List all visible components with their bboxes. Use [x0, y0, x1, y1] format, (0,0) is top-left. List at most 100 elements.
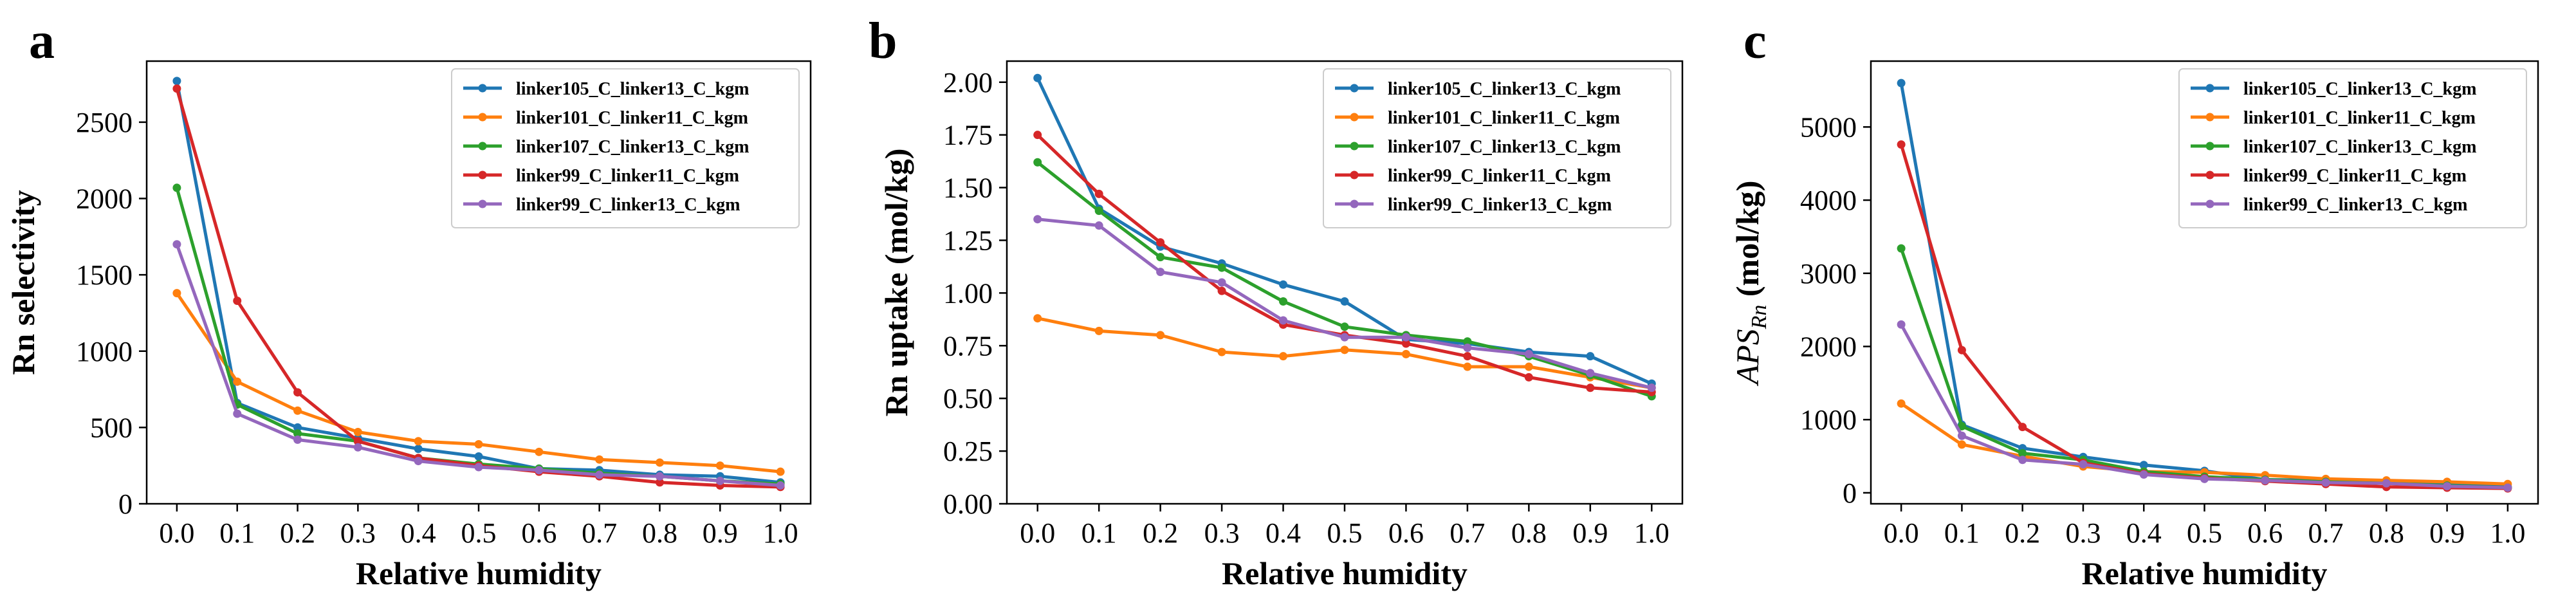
data-point: [2139, 461, 2148, 470]
data-point: [2443, 482, 2452, 491]
data-point: [1586, 352, 1595, 361]
data-point: [1463, 352, 1472, 361]
y-tick-label: 500: [90, 412, 133, 443]
data-point: [1897, 244, 1906, 253]
x-axis-label: Relative humidity: [1222, 555, 1467, 591]
data-point: [1524, 362, 1533, 371]
x-tick-label: 0.2: [280, 517, 315, 549]
legend-swatch-marker: [1350, 84, 1359, 93]
x-tick-label: 0.0: [1020, 517, 1055, 549]
legend-entry-label: linker99_C_linker13_C_kgm: [2243, 195, 2467, 215]
data-point: [474, 439, 483, 448]
data-point: [1401, 349, 1410, 358]
y-tick-label: 2000: [1800, 331, 1857, 363]
data-point: [1340, 297, 1349, 306]
legend-swatch-marker: [2205, 170, 2214, 180]
data-point: [1463, 344, 1472, 353]
x-tick-label: 0.7: [1449, 517, 1485, 549]
data-point: [1033, 215, 1042, 224]
data-point: [353, 443, 362, 452]
y-tick-label: 2.00: [943, 67, 993, 98]
data-point: [414, 457, 423, 466]
x-tick-label: 0.3: [340, 517, 376, 549]
data-point: [1463, 337, 1472, 346]
y-tick-label: 0.00: [943, 488, 993, 520]
data-point: [1279, 352, 1288, 361]
data-point: [655, 478, 664, 487]
legend: linker105_C_linker13_C_kgm linker101_C_li…: [2178, 68, 2527, 228]
x-tick-label: 0.8: [1511, 517, 1547, 549]
data-point: [1156, 253, 1165, 262]
legend-swatch-marker: [1350, 142, 1359, 151]
y-tick-label: 1.25: [943, 225, 993, 256]
legend-swatch-marker: [478, 113, 487, 122]
data-point: [1156, 238, 1165, 247]
legend-entry-label: linker107_C_linker13_C_kgm: [2243, 137, 2476, 157]
y-tick-label: 0.50: [943, 383, 993, 414]
data-point: [293, 423, 302, 432]
data-point: [1524, 349, 1533, 358]
y-tick-label: 2000: [76, 183, 133, 215]
series-line-linker99_C_linker13_C_kgm: [175, 243, 781, 487]
legend-entry-label: linker105_C_linker13_C_kgm: [2243, 79, 2476, 99]
data-point: [1524, 373, 1533, 382]
data-point: [172, 183, 181, 192]
data-point: [353, 437, 362, 446]
x-tick-label: 0.6: [2247, 517, 2283, 549]
data-point: [172, 84, 181, 93]
data-point: [1217, 263, 1226, 272]
data-point: [1217, 286, 1226, 295]
x-tick-label: 0.8: [642, 517, 677, 549]
y-axis-label: Rn selectivity: [5, 190, 41, 374]
data-point: [293, 388, 302, 397]
data-point: [293, 406, 302, 415]
data-point: [2200, 474, 2209, 483]
x-tick-label: 1.0: [2490, 517, 2525, 549]
data-point: [1094, 326, 1103, 335]
legend-entry-label: linker105_C_linker13_C_kgm: [516, 79, 749, 99]
y-tick-label: 0.75: [943, 330, 993, 362]
panel-c: c 0.0 0.1 0.2 0.3 0.4 0.5 0.6 0.7 0.8 0.9 1.0 0 1000 2…: [1729, 13, 2539, 591]
data-point: [1279, 280, 1288, 289]
data-point: [1957, 431, 1966, 440]
panel-letter: a: [29, 13, 55, 69]
data-point: [1586, 369, 1595, 378]
x-tick-label: 0.6: [1388, 517, 1424, 549]
data-point: [1586, 383, 1595, 392]
plot-area: [1897, 78, 2512, 493]
x-tick-label: 0.7: [582, 517, 617, 549]
data-point: [1033, 158, 1042, 167]
x-tick-label: 0.2: [1143, 517, 1178, 549]
panel-letter: c: [1743, 13, 1767, 69]
panel-a: a 0.0 0.1 0.2 0.3 0.4 0.5 0.6 0.7 0.8 0.9 1.0 0 500 10…: [5, 13, 812, 591]
data-point: [474, 452, 483, 461]
data-point: [172, 289, 181, 298]
legend-swatch-marker: [478, 84, 487, 93]
data-point: [1340, 346, 1349, 355]
x-tick-label: 0.3: [1204, 517, 1240, 549]
legend-entry-label: linker101_C_linker11_C_kgm: [1388, 108, 1620, 128]
data-point: [1340, 333, 1349, 342]
x-tick-label: 0.4: [1265, 517, 1301, 549]
x-tick-label: 0.8: [2369, 517, 2404, 549]
y-tick-label: 1000: [1800, 404, 1857, 436]
x-tick-label: 0.5: [2187, 517, 2222, 549]
x-tick-label: 0.3: [2065, 517, 2101, 549]
y-axis-label: Rn uptake (mol/kg): [878, 149, 914, 417]
data-point: [1094, 221, 1103, 230]
data-point: [1156, 331, 1165, 340]
data-point: [2018, 456, 2027, 465]
data-point: [1340, 322, 1349, 331]
x-tick-label: 0.0: [1884, 517, 1919, 549]
data-point: [1401, 339, 1410, 348]
data-point: [353, 427, 362, 436]
plot-area: [1033, 73, 1656, 401]
data-point: [1033, 314, 1042, 323]
data-point: [1279, 297, 1288, 306]
legend-swatch-marker: [1350, 170, 1359, 180]
legend-box: [2178, 68, 2527, 228]
legend-swatch-marker: [2205, 199, 2214, 208]
x-tick-label: 0.9: [2429, 517, 2465, 549]
data-point: [1463, 362, 1472, 371]
legend-swatch-marker: [478, 142, 487, 151]
